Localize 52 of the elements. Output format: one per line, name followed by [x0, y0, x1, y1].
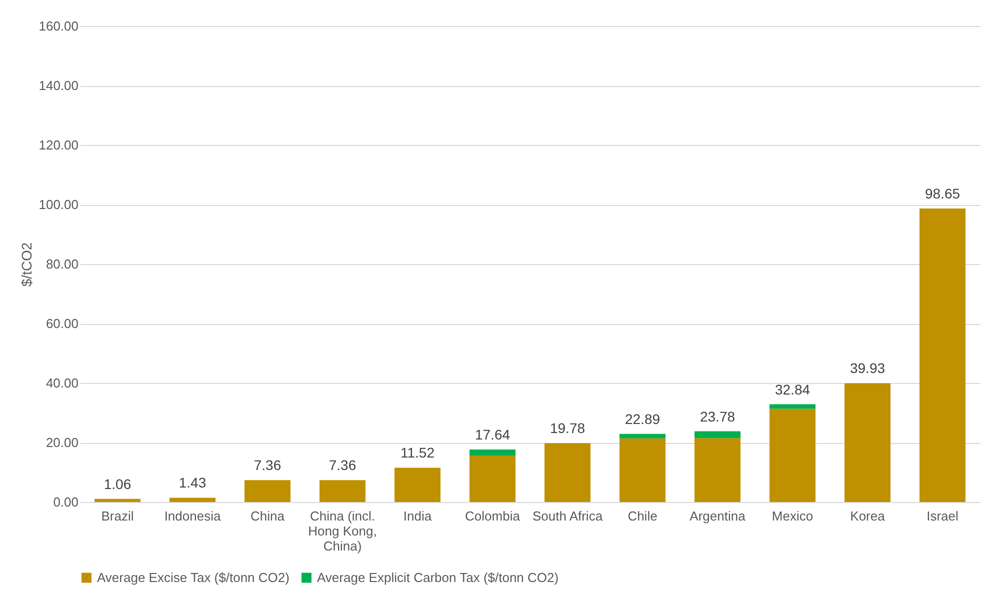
- legend-label: Average Explicit Carbon Tax ($/tonn CO2): [317, 570, 559, 585]
- x-tick-label: Brazil: [101, 508, 134, 524]
- x-tick-label: Israel: [926, 508, 958, 524]
- x-tick-label: China: [250, 508, 286, 524]
- x-tick-label: Colombia: [465, 508, 521, 524]
- total-label: 1.43: [178, 474, 206, 491]
- bar: [694, 431, 740, 438]
- total-label: 7.36: [328, 457, 356, 474]
- y-axis-title: $/tCO2: [18, 242, 35, 287]
- bar: [244, 480, 290, 502]
- bar: [920, 208, 966, 502]
- y-tick-label: 80.00: [46, 256, 78, 272]
- bar: [770, 404, 816, 409]
- bar: [844, 383, 890, 502]
- y-tick-label: 0.00: [53, 494, 78, 510]
- bar: [620, 438, 666, 502]
- legend-label: Average Excise Tax ($/tonn CO2): [97, 570, 290, 585]
- bar: [694, 438, 740, 502]
- x-tick-label: China (incl. Hong Kong, China): [308, 508, 377, 554]
- total-label: 22.89: [624, 410, 660, 427]
- bar: [170, 498, 216, 502]
- x-tick-label: South Africa: [532, 508, 604, 524]
- x-tick-label: Chile: [628, 508, 658, 524]
- bar: [620, 434, 666, 438]
- x-tick-label: Argentina: [690, 508, 746, 524]
- y-tick-label: 120.00: [38, 138, 78, 152]
- total-label: 17.64: [474, 426, 510, 443]
- bar: [544, 443, 590, 502]
- bar: [770, 408, 816, 502]
- y-tick-label: 40.00: [46, 376, 78, 390]
- total-label: 7.36: [254, 457, 282, 474]
- x-tick-label: Mexico: [772, 508, 814, 524]
- total-label: 1.06: [104, 476, 132, 492]
- bar: [320, 480, 366, 502]
- y-tick-label: 20.00: [46, 435, 78, 450]
- bar: [470, 455, 516, 502]
- bar: [94, 498, 140, 502]
- total-label: 23.78: [700, 408, 736, 424]
- x-tick-label: Korea: [850, 508, 886, 524]
- y-tick-label: 60.00: [46, 316, 78, 331]
- total-label: 11.52: [400, 444, 435, 461]
- y-tick-label: 140.00: [38, 78, 78, 93]
- total-label: 19.78: [550, 420, 586, 436]
- total-label: 39.93: [850, 360, 886, 376]
- x-tick-label: Indonesia: [164, 508, 222, 524]
- total-label: 32.84: [774, 381, 810, 398]
- x-tick-label: India: [403, 508, 432, 524]
- y-tick-label: 100.00: [38, 197, 78, 212]
- total-label: 98.65: [924, 186, 960, 202]
- y-tick-label: 160.00: [38, 18, 78, 34]
- bar: [394, 468, 440, 502]
- bar: [470, 450, 516, 456]
